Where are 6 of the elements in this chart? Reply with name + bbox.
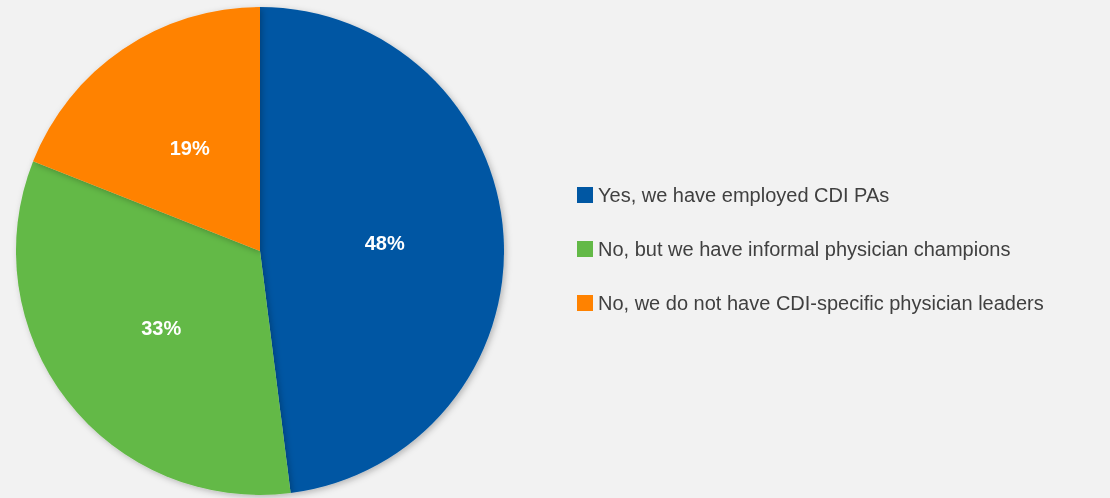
- data-label: 19%: [169, 136, 210, 159]
- legend-label: No, we do not have CDI-specific physician leaders: [598, 292, 1044, 314]
- legend-label: Yes, we have employed CDI PAs: [598, 184, 890, 206]
- legend-label: No, but we have informal physician champions: [598, 238, 1011, 260]
- data-label: 33%: [141, 316, 182, 339]
- data-label: 48%: [364, 232, 405, 255]
